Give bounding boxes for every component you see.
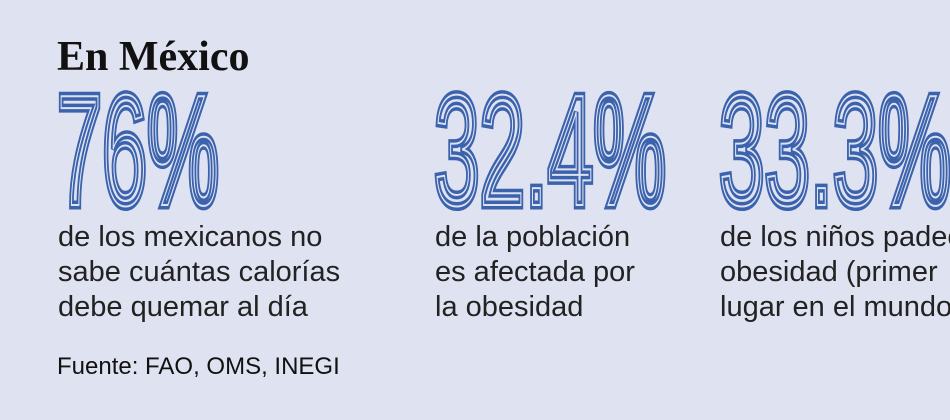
stat-value-inline: 76% [57,63,219,239]
title: En México [57,34,249,80]
stat-description: es afectada por [435,256,635,288]
stat-description: lugar en el mundo) [720,291,950,323]
stat-value-inline: 32.4% [434,63,666,239]
source: Fuente: FAO, OMS, INEGI [57,353,340,380]
stat-description: sabe cuántas calorías [58,256,340,288]
stat-value-inline: 33.3% [719,63,950,239]
stat-description: de la población [435,221,630,253]
stat-value: 76% [57,63,219,239]
stat-description: debe quemar al día [58,291,309,323]
stat-description: de los mexicanos no [58,221,322,253]
stat-value: 33.3% [719,63,950,239]
stat-value: 32.4% [434,63,666,239]
stat-description: la obesidad [435,291,583,323]
stat-description: obesidad (primer [720,256,938,288]
stat-description: de los niños padece [720,221,950,253]
